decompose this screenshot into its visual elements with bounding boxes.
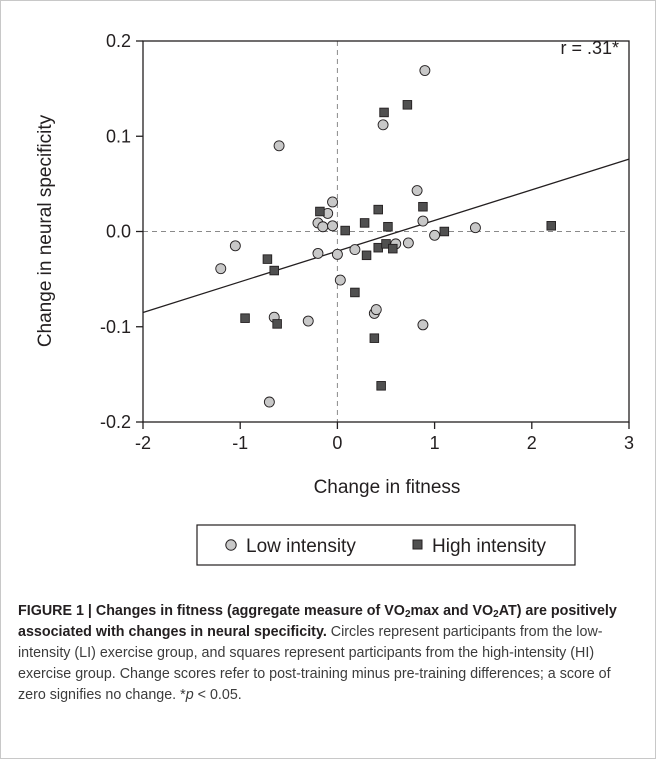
data-point-low-intensity	[417, 319, 429, 331]
x-axis-title: Change in fitness	[314, 477, 461, 498]
data-point-low-intensity	[312, 247, 324, 259]
data-point-low-intensity	[334, 274, 346, 286]
y-tick-label: -0.2	[100, 412, 131, 432]
axes: -2 -1 0 1 2 3 -0.2 -0.1 0.0 0.1 0.2	[100, 31, 634, 453]
data-point-high-intensity	[359, 218, 370, 228]
legend-label-low-intensity: Low intensity	[246, 536, 356, 557]
data-point-high-intensity	[379, 107, 389, 118]
data-point-high-intensity	[373, 242, 383, 253]
data-point-low-intensity	[417, 215, 429, 227]
legend: Low intensity High intensity	[196, 524, 576, 566]
x-tick-label: -1	[232, 433, 248, 453]
data-point-low-intensity	[327, 220, 338, 232]
data-point-high-intensity	[369, 333, 380, 343]
data-point-low-intensity	[402, 237, 414, 249]
data-point-high-intensity	[376, 381, 386, 391]
scatter-chart: -2 -1 0 1 2 3 -0.2 -0.1 0.0 0.1 0.2 r = .31* Chang…	[35, 31, 634, 566]
correlation-annotation: r = .31*	[560, 38, 619, 58]
x-tick-label: 2	[527, 433, 537, 453]
legend-marker-low-intensity	[225, 539, 237, 551]
data-point-low-intensity	[370, 304, 382, 316]
regression-line	[142, 158, 630, 314]
y-axis-title: Change in neural specificity	[35, 114, 56, 347]
reference-lines	[143, 41, 629, 422]
y-tick-label: 0.2	[106, 31, 131, 51]
data-point-low-intensity	[419, 65, 431, 76]
data-point-high-intensity	[240, 313, 250, 323]
data-point-high-intensity	[373, 204, 383, 215]
caption-title-part: 2	[493, 609, 499, 620]
caption-body-part: < 0.05.	[193, 687, 242, 703]
legend-box	[196, 524, 576, 566]
data-point-high-intensity	[388, 243, 398, 254]
data-point-high-intensity	[350, 287, 360, 298]
data-point-high-intensity	[418, 201, 428, 212]
y-tick-label: 0.1	[106, 126, 131, 146]
caption-body-part: p	[185, 687, 194, 703]
y-tick-label: 0.0	[106, 222, 131, 242]
data-point-low-intensity	[429, 229, 441, 241]
legend-marker-high-intensity	[412, 539, 423, 550]
data-point-low-intensity	[263, 396, 275, 408]
data-point-low-intensity	[469, 222, 481, 234]
data-point-low-intensity	[327, 196, 338, 208]
data-point-low-intensity	[377, 119, 389, 131]
data-point-low-intensity	[302, 315, 314, 327]
x-tick-label: -2	[135, 433, 151, 453]
caption-body: Circles represent participants from the …	[18, 624, 611, 703]
legend-label-high-intensity: High intensity	[432, 536, 547, 557]
data-point-high-intensity	[381, 239, 391, 249]
caption-title-part: max and VO	[410, 603, 494, 619]
data-point-high-intensity	[383, 221, 393, 232]
x-tick-label: 1	[430, 433, 440, 453]
caption-title-part: AT) are positively associated with chang…	[18, 603, 617, 640]
figure-caption: FIGURE 1 | Changes in fitness (aggregate…	[18, 601, 640, 706]
data-point-high-intensity	[439, 226, 450, 237]
caption-title-part: FIGURE 1 | Changes in fitness (aggregate…	[18, 603, 405, 619]
data-point-high-intensity	[272, 319, 282, 329]
data-points	[215, 65, 556, 408]
caption-title: FIGURE 1 | Changes in fitness (aggregate…	[18, 603, 617, 640]
data-point-high-intensity	[340, 225, 350, 236]
data-point-high-intensity	[402, 100, 413, 110]
regression-line-group	[142, 158, 630, 314]
data-point-low-intensity	[331, 248, 343, 260]
x-tick-label: 0	[332, 433, 342, 453]
data-point-high-intensity	[315, 206, 325, 217]
data-point-high-intensity	[546, 221, 556, 231]
data-point-low-intensity	[411, 185, 423, 196]
data-point-low-intensity	[317, 221, 329, 233]
data-point-low-intensity	[273, 140, 285, 152]
data-point-low-intensity	[215, 263, 227, 275]
x-tick-label: 3	[624, 433, 634, 453]
data-point-high-intensity	[262, 254, 273, 264]
data-point-low-intensity	[349, 244, 361, 256]
y-tick-label: -0.1	[100, 317, 131, 337]
caption-body-part: Circles represent participants from the …	[18, 624, 611, 703]
data-point-high-intensity	[361, 250, 372, 261]
caption-title-part: 2	[404, 609, 411, 620]
data-point-high-intensity	[269, 265, 279, 276]
data-point-low-intensity	[229, 240, 241, 252]
